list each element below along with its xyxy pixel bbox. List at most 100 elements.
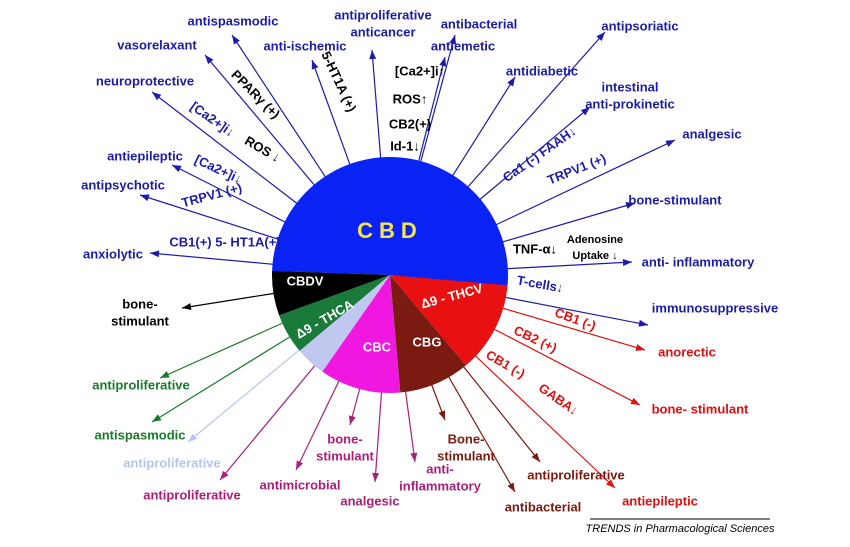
- arrow-head: [188, 433, 198, 442]
- effect-label: anti-prokinetic: [585, 96, 675, 111]
- mediator-label: CB1(+) 5- HT1A(+): [169, 234, 280, 249]
- arrow-line: [451, 76, 516, 178]
- arrow-line: [419, 34, 456, 164]
- arrow-head: [172, 165, 182, 173]
- effect-label: anti-: [426, 461, 453, 476]
- arrow-line: [139, 194, 281, 241]
- mediator-label: TNF-α↓: [513, 241, 557, 256]
- effect-label: antiepileptic: [107, 148, 183, 163]
- effect-label: neuroprotective: [96, 73, 194, 88]
- effect-label: antidiabetic: [506, 63, 578, 78]
- arrow-head: [635, 344, 645, 351]
- arrow-line: [374, 390, 383, 483]
- arrow-line: [466, 31, 606, 189]
- arrow-line: [505, 261, 633, 270]
- arrow-head: [531, 452, 540, 462]
- arrow-line: [151, 335, 292, 423]
- arrow-head: [410, 452, 418, 462]
- arrow-head: [507, 482, 515, 492]
- compound-label: CBDV: [287, 273, 324, 288]
- effect-label: antiemetic: [431, 38, 495, 53]
- effect-label: stimulant: [111, 313, 169, 328]
- arrow-line: [503, 296, 649, 326]
- center-label: CBD: [357, 218, 423, 243]
- arrow-head: [638, 319, 648, 327]
- effect-label: stimulant: [316, 448, 374, 463]
- thca-segment: [279, 275, 390, 351]
- mediator-label: Uptake ↓: [572, 250, 617, 262]
- arrow-head: [140, 194, 150, 202]
- effect-label: bone-stimulant: [628, 192, 722, 207]
- compound-label: CBC: [363, 339, 392, 354]
- arrow-head: [596, 32, 605, 42]
- mediator-label: Id-1↓: [390, 138, 420, 153]
- arrow-line: [159, 321, 285, 379]
- mediator-label: Adenosine: [567, 234, 623, 246]
- arrow-line: [461, 364, 541, 463]
- arrow-head: [665, 140, 675, 148]
- effect-label: anti- inflammatory: [642, 254, 755, 269]
- cbc-segment: [322, 275, 401, 393]
- thcv-segment: [390, 275, 508, 366]
- effect-label: anorectic: [658, 344, 716, 359]
- arrow-line: [151, 91, 299, 205]
- arrow-head: [622, 258, 632, 266]
- arrow-line: [404, 389, 416, 463]
- arrow-line: [447, 374, 516, 493]
- arrow-line: [311, 59, 352, 167]
- effect-label: antimicrobial: [260, 477, 341, 492]
- effect-label: antispasmodic: [94, 427, 185, 442]
- arrow-head: [296, 460, 304, 470]
- effect-label: stimulant: [437, 448, 495, 463]
- arrow-line: [219, 363, 317, 481]
- arrow-head: [449, 35, 457, 45]
- arrow-head: [625, 202, 635, 209]
- cbd-segment: [272, 157, 509, 290]
- effect-label: analgesic: [682, 126, 741, 141]
- effect-label: analgesic: [340, 493, 399, 508]
- arrow-head: [369, 50, 377, 60]
- arrow-line: [204, 54, 317, 187]
- arrow-head: [182, 303, 192, 311]
- arrow-line: [149, 252, 275, 266]
- cbdv-segment: [271, 270, 390, 316]
- effect-label: antipsychotic: [81, 177, 165, 192]
- effect-label: anti-ischemic: [263, 38, 346, 53]
- arrow-line: [478, 106, 591, 202]
- light-segment: [299, 275, 390, 372]
- arrow-head: [152, 414, 162, 422]
- effect-label: antiproliferative: [527, 467, 625, 482]
- arrow-head: [580, 107, 590, 116]
- arrow-line: [181, 292, 276, 309]
- arrow-line: [500, 307, 646, 351]
- effect-label: antiproliferative: [143, 487, 241, 502]
- effect-label: vasorelaxant: [117, 37, 197, 52]
- effect-label: antiepileptic: [622, 493, 698, 508]
- arrow-head: [348, 415, 356, 425]
- arrow-line: [171, 164, 288, 224]
- arrow-line: [295, 378, 341, 471]
- effect-label: anxiolytic: [83, 246, 143, 261]
- arrow-head: [220, 470, 229, 480]
- arrow-line: [231, 34, 327, 179]
- effect-label: antibacterial: [505, 499, 582, 514]
- mediator-label: ROS↑: [393, 91, 428, 106]
- arrow-head: [152, 92, 162, 101]
- effect-label: Bone-: [448, 431, 485, 446]
- arrow-head: [606, 479, 615, 488]
- arrow-head: [311, 60, 319, 70]
- effect-label: antiproliferative: [334, 7, 432, 22]
- mediator-label: CB2(+): [389, 116, 431, 131]
- effect-label: immunosuppressive: [652, 300, 778, 315]
- cbg-segment: [390, 275, 466, 393]
- effect-label: antiproliferative: [123, 455, 221, 470]
- arrow-head: [439, 57, 447, 67]
- arrow-line: [494, 139, 676, 227]
- arrow-line: [492, 327, 641, 406]
- credit: TRENDS in Pharmacological Sciences: [586, 523, 775, 535]
- effect-label: anticancer: [350, 24, 415, 39]
- arrow-line: [417, 56, 446, 164]
- arrow-line: [187, 348, 302, 443]
- effect-label: antibacterial: [441, 16, 518, 31]
